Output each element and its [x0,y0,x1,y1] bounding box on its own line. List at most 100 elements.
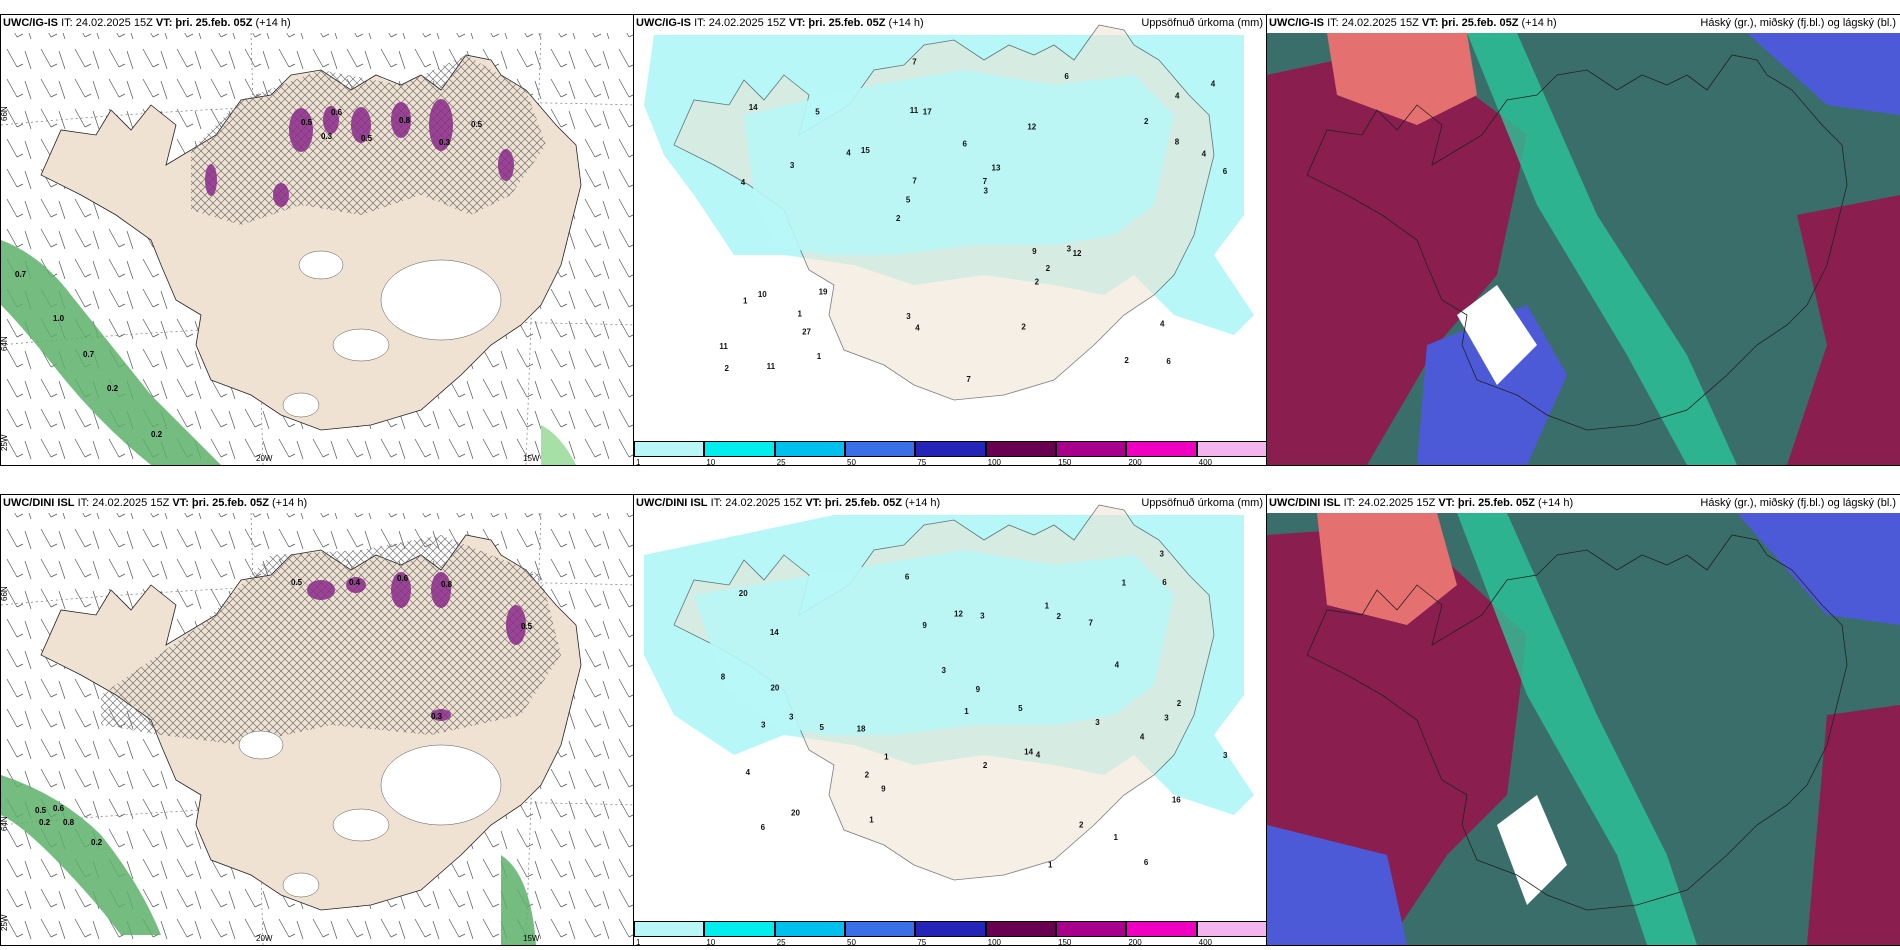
map-value-label: 0.7 [15,270,27,279]
lon-25w-label: 25W [1,434,9,451]
precip-colorbar: 1 10 25 50 75 100 150 200 400 [634,919,1267,945]
init-time: IT: 24.02.2025 15Z [77,497,170,509]
map-value-label: 8 [1175,137,1180,146]
map-value-label: 2 [1046,264,1051,273]
precip-area-cyan-inland [694,550,1174,735]
map-value-label: 3 [1160,550,1165,559]
map-value-label: 19 [819,288,828,297]
map-value-label: 4 [915,324,920,333]
colorbar-swatch [1196,921,1267,937]
low-cloud-right [1787,195,1900,465]
colorbar-swatch [985,921,1056,937]
colorbar-tick: 100 [987,938,1002,946]
model-name: UWC/DINI ISL [636,497,708,509]
map-value-label: 7 [1089,619,1094,628]
colorbar-tick: 150 [1058,458,1072,466]
colorbar-tick: 10 [706,458,716,466]
clear-white [1457,285,1537,385]
map-value-label: 2 [896,214,901,223]
map-value-label: 7 [966,375,971,384]
forecast-offset: (+14 h) [1538,497,1574,509]
map-value-label: 12 [1027,122,1036,131]
map-value-label: 4 [846,149,851,158]
valid-time-label: VT: [788,17,806,29]
precip-colorbar: 1 10 25 50 75 100 150 200 400 [634,439,1267,465]
map-value-label: 5 [1018,704,1023,713]
forecast-offset: (+14 h) [255,17,291,29]
valid-time-label: VT: [1438,497,1455,509]
map-value-label: 18 [857,724,866,733]
map-value-label: 1.0 [53,314,65,323]
map-value-label: 4 [1140,733,1145,742]
map-value-label: 0.3 [431,712,443,721]
colorbar-tick: 10 [706,938,716,946]
map-value-label: 2 [865,770,870,779]
map-value-label: 15 [861,146,870,155]
iceland-outline [1306,534,1848,911]
model-name: UWC/DINI ISL [1269,497,1341,509]
map-value-label: 6 [962,139,967,148]
high-cloud-salmon [1317,513,1457,625]
colorbar-swatch [845,921,916,937]
mid-cloud-top-right [1737,513,1900,625]
panel-header: UWC/IG-IS IT: 24.02.2025 15Z VT: þri. 25… [3,17,630,33]
precip-purple [307,572,526,721]
map-value-label: 3 [906,312,911,321]
map-value-label: 9 [881,785,886,794]
map-value-label: 1 [817,352,822,361]
cloud-map [1267,33,1900,465]
model-name: UWC/IG-IS [636,17,691,29]
map-value-label: 1 [1122,578,1127,587]
colorbar-tick: 1 [636,938,641,946]
map-value-label: 8 [721,672,726,681]
glaciers [282,250,502,418]
forecast-offset: (+14 h) [905,497,941,509]
map-value-label: 3 [1067,245,1072,254]
panel-header: UWC/DINI ISL IT: 24.02.2025 15Z VT: þri.… [3,497,630,513]
map-value-label: 2 [1144,117,1149,126]
colorbar-tick: 200 [1128,458,1142,466]
lat-66n-label: 66N [1,106,9,121]
sea-precip-green-right [501,855,536,945]
map-value-label: 10 [758,290,767,299]
iceland-outline [1306,54,1848,431]
map-value-label: 0.5 [361,134,373,143]
map-value-label: 1 [1045,601,1050,610]
colorbar-tick: 50 [847,938,856,946]
precip-purple [205,99,514,207]
clear-white [1497,795,1567,905]
map-value-label: 1 [798,309,803,318]
map-value-label: 13 [992,164,1001,173]
map-value-label: 2 [1079,820,1084,829]
colorbar-tick: 25 [776,938,786,946]
map-value-label: 0.5 [291,578,303,587]
low-cloud-red [1267,45,1527,465]
colorbar-tick: 400 [1198,458,1213,466]
map-value-label: 20 [770,684,779,693]
init-time: IT: 24.02.2025 15Z [1343,497,1436,509]
valid-time: þri. 25.feb. 05Z [1457,497,1535,509]
map-value-label: 14 [1024,748,1033,757]
colorbar-swatch [1056,921,1127,937]
colorbar-tick: 100 [987,458,1002,466]
precip-labels: 0.7 1.0 0.7 0.2 0.5 0.3 0.5 0.8 0.3 0.5 0.6 0.2 [15,108,483,439]
wind-map: 0.5 0.60.2 0.80.5 0.4 0.60.80.30.50.2 20W 15… [1,512,634,945]
map-value-label: 9 [1032,247,1037,256]
model-name: UWC/IG-IS [3,17,58,29]
lat-64n-label: 64N [1,336,9,351]
map-value-label: 4 [1036,750,1041,759]
panel-dini-cloud-map: UWC/DINI ISL IT: 24.02.2025 15Z VT: þri.… [1266,494,1900,946]
map-value-label: 0.8 [399,116,411,125]
lon-20w-label: 20W [256,934,273,943]
map-value-label: 0.4 [349,578,361,587]
panel-title: Háský (gr.), miðský (fj.bl.) og lágský (… [1700,17,1896,29]
map-value-label: 14 [770,628,779,637]
map-value-label: 0.7 [83,350,95,359]
cloud-map [1267,513,1900,945]
sea-precip-green [1,240,221,465]
map-value-label: 0.5 [521,622,533,631]
valid-time-label: VT: [172,497,189,509]
forecast-offset: (+14 h) [272,497,308,509]
valid-time: þri. 25.feb. 05Z [191,497,269,509]
